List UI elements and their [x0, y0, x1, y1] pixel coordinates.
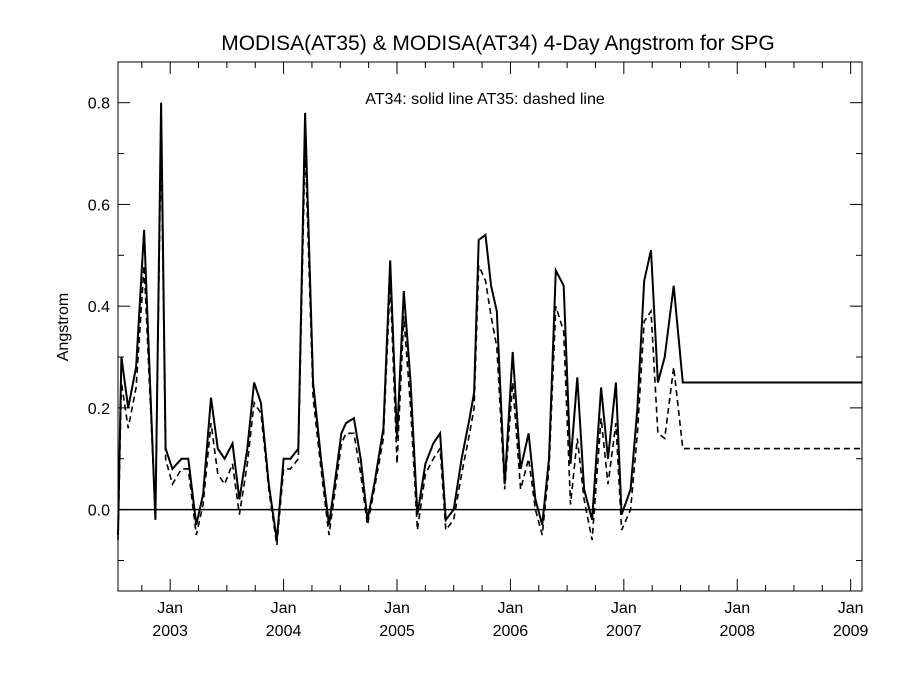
x-tick-month: Jan	[271, 600, 297, 617]
x-tick-year: 2004	[266, 623, 302, 640]
y-tick-label: 0.8	[88, 96, 110, 113]
series-layer	[117, 102, 862, 546]
x-tick-year: 2006	[493, 623, 529, 640]
x-tick-month: Jan	[724, 600, 750, 617]
x-tick-month: Jan	[838, 600, 864, 617]
y-tick-label: 0.6	[88, 197, 110, 214]
y-axis-label: Angstrom	[55, 293, 72, 361]
x-tick-month: Jan	[384, 600, 410, 617]
x-tick-year: 2008	[719, 623, 755, 640]
x-tick-month: Jan	[157, 600, 183, 617]
x-tick-year: 2003	[152, 623, 188, 640]
y-tick-label: 0.2	[88, 401, 110, 418]
chart-title: MODISA(AT35) & MODISA(AT34) 4-Day Angstr…	[221, 32, 775, 55]
series-legend-annotation: AT34: solid line AT35: dashed line	[365, 91, 605, 108]
series-line-at34	[117, 102, 862, 541]
x-tick-year: 2009	[833, 623, 869, 640]
x-tick-month: Jan	[498, 600, 524, 617]
x-tick-year: 2007	[606, 623, 642, 640]
x-tick-year: 2005	[379, 623, 415, 640]
x-axis-ticks: Jan 2003 Jan 2004 Jan 2005 Jan 2006 Jan 2007 Jan 20…	[141, 62, 869, 640]
series-line-at35	[117, 133, 862, 546]
y-tick-label: 0.4	[88, 299, 110, 316]
plot-frame	[117, 61, 863, 592]
y-tick-label: 0.0	[88, 503, 110, 520]
x-tick-month: Jan	[611, 600, 637, 617]
